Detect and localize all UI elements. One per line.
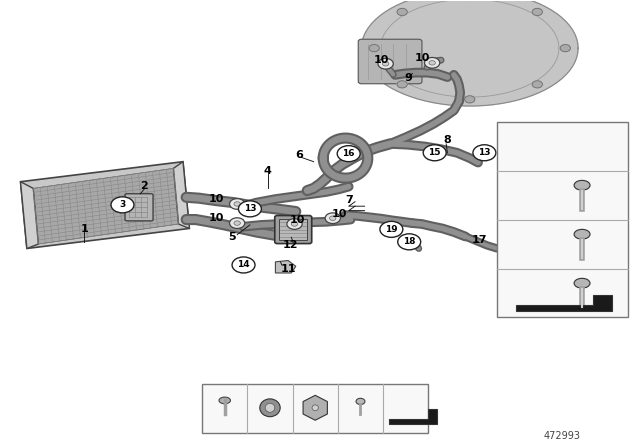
Text: 10: 10 xyxy=(290,215,305,224)
Text: 16: 16 xyxy=(342,149,355,158)
Ellipse shape xyxy=(260,399,280,417)
Text: 11: 11 xyxy=(280,263,296,274)
Circle shape xyxy=(429,60,435,65)
Text: 13: 13 xyxy=(244,204,256,213)
Polygon shape xyxy=(303,395,328,420)
Text: 19: 19 xyxy=(204,392,218,401)
Text: 14: 14 xyxy=(237,260,250,269)
Text: 10: 10 xyxy=(332,209,347,219)
Polygon shape xyxy=(275,260,296,273)
Ellipse shape xyxy=(219,397,230,404)
Ellipse shape xyxy=(574,181,590,190)
Text: 12: 12 xyxy=(282,241,298,250)
Text: 3: 3 xyxy=(119,200,125,209)
Circle shape xyxy=(325,213,340,224)
Bar xyxy=(279,219,307,241)
Circle shape xyxy=(330,216,336,220)
FancyBboxPatch shape xyxy=(358,39,422,84)
Circle shape xyxy=(230,198,245,209)
Circle shape xyxy=(234,221,241,225)
Ellipse shape xyxy=(356,398,365,405)
FancyBboxPatch shape xyxy=(275,215,312,244)
Text: 3: 3 xyxy=(508,288,515,298)
Text: 8: 8 xyxy=(444,135,451,145)
Text: 1: 1 xyxy=(81,224,88,234)
Circle shape xyxy=(230,218,245,228)
Ellipse shape xyxy=(574,278,590,288)
Text: 10: 10 xyxy=(209,213,225,223)
Circle shape xyxy=(380,221,403,237)
Text: 10: 10 xyxy=(209,194,225,204)
Bar xyxy=(497,121,628,318)
Text: 18: 18 xyxy=(403,237,415,246)
Circle shape xyxy=(369,44,380,52)
Polygon shape xyxy=(390,409,437,424)
Polygon shape xyxy=(516,295,612,311)
Text: 13: 13 xyxy=(478,148,491,157)
Circle shape xyxy=(397,9,407,16)
Text: 17: 17 xyxy=(472,235,487,245)
Circle shape xyxy=(383,61,389,66)
Text: 15: 15 xyxy=(340,389,354,399)
Text: 14: 14 xyxy=(503,190,519,200)
Text: 472993: 472993 xyxy=(543,431,580,441)
Polygon shape xyxy=(20,162,189,249)
Bar xyxy=(202,384,428,433)
Circle shape xyxy=(423,145,446,161)
Circle shape xyxy=(287,219,302,229)
Ellipse shape xyxy=(265,403,275,412)
Text: 6: 6 xyxy=(295,150,303,159)
Text: 13: 13 xyxy=(504,239,519,249)
Text: 4: 4 xyxy=(264,167,272,177)
Circle shape xyxy=(473,145,496,161)
Text: 9: 9 xyxy=(404,73,412,83)
Circle shape xyxy=(234,202,241,206)
Circle shape xyxy=(532,81,543,88)
Polygon shape xyxy=(362,0,578,106)
Text: 16: 16 xyxy=(295,389,308,399)
Polygon shape xyxy=(33,168,179,244)
Text: 18: 18 xyxy=(250,389,263,399)
Circle shape xyxy=(111,197,134,213)
Circle shape xyxy=(424,57,440,68)
Ellipse shape xyxy=(574,229,590,239)
Circle shape xyxy=(239,201,261,217)
Circle shape xyxy=(291,222,298,226)
Text: 7: 7 xyxy=(345,194,353,205)
Ellipse shape xyxy=(312,405,319,411)
Text: 5: 5 xyxy=(228,233,236,242)
Circle shape xyxy=(232,257,255,273)
Circle shape xyxy=(378,58,394,69)
Circle shape xyxy=(397,234,420,250)
Text: 19: 19 xyxy=(385,225,397,234)
Text: 10: 10 xyxy=(374,55,389,65)
Circle shape xyxy=(465,96,475,103)
Polygon shape xyxy=(173,162,189,228)
Text: 10: 10 xyxy=(414,53,429,63)
Text: 2: 2 xyxy=(140,181,148,191)
Circle shape xyxy=(337,146,360,162)
Polygon shape xyxy=(20,182,38,249)
Circle shape xyxy=(532,9,543,16)
FancyBboxPatch shape xyxy=(125,194,153,221)
Circle shape xyxy=(397,81,407,88)
Text: 15: 15 xyxy=(428,148,441,157)
Circle shape xyxy=(560,44,570,52)
